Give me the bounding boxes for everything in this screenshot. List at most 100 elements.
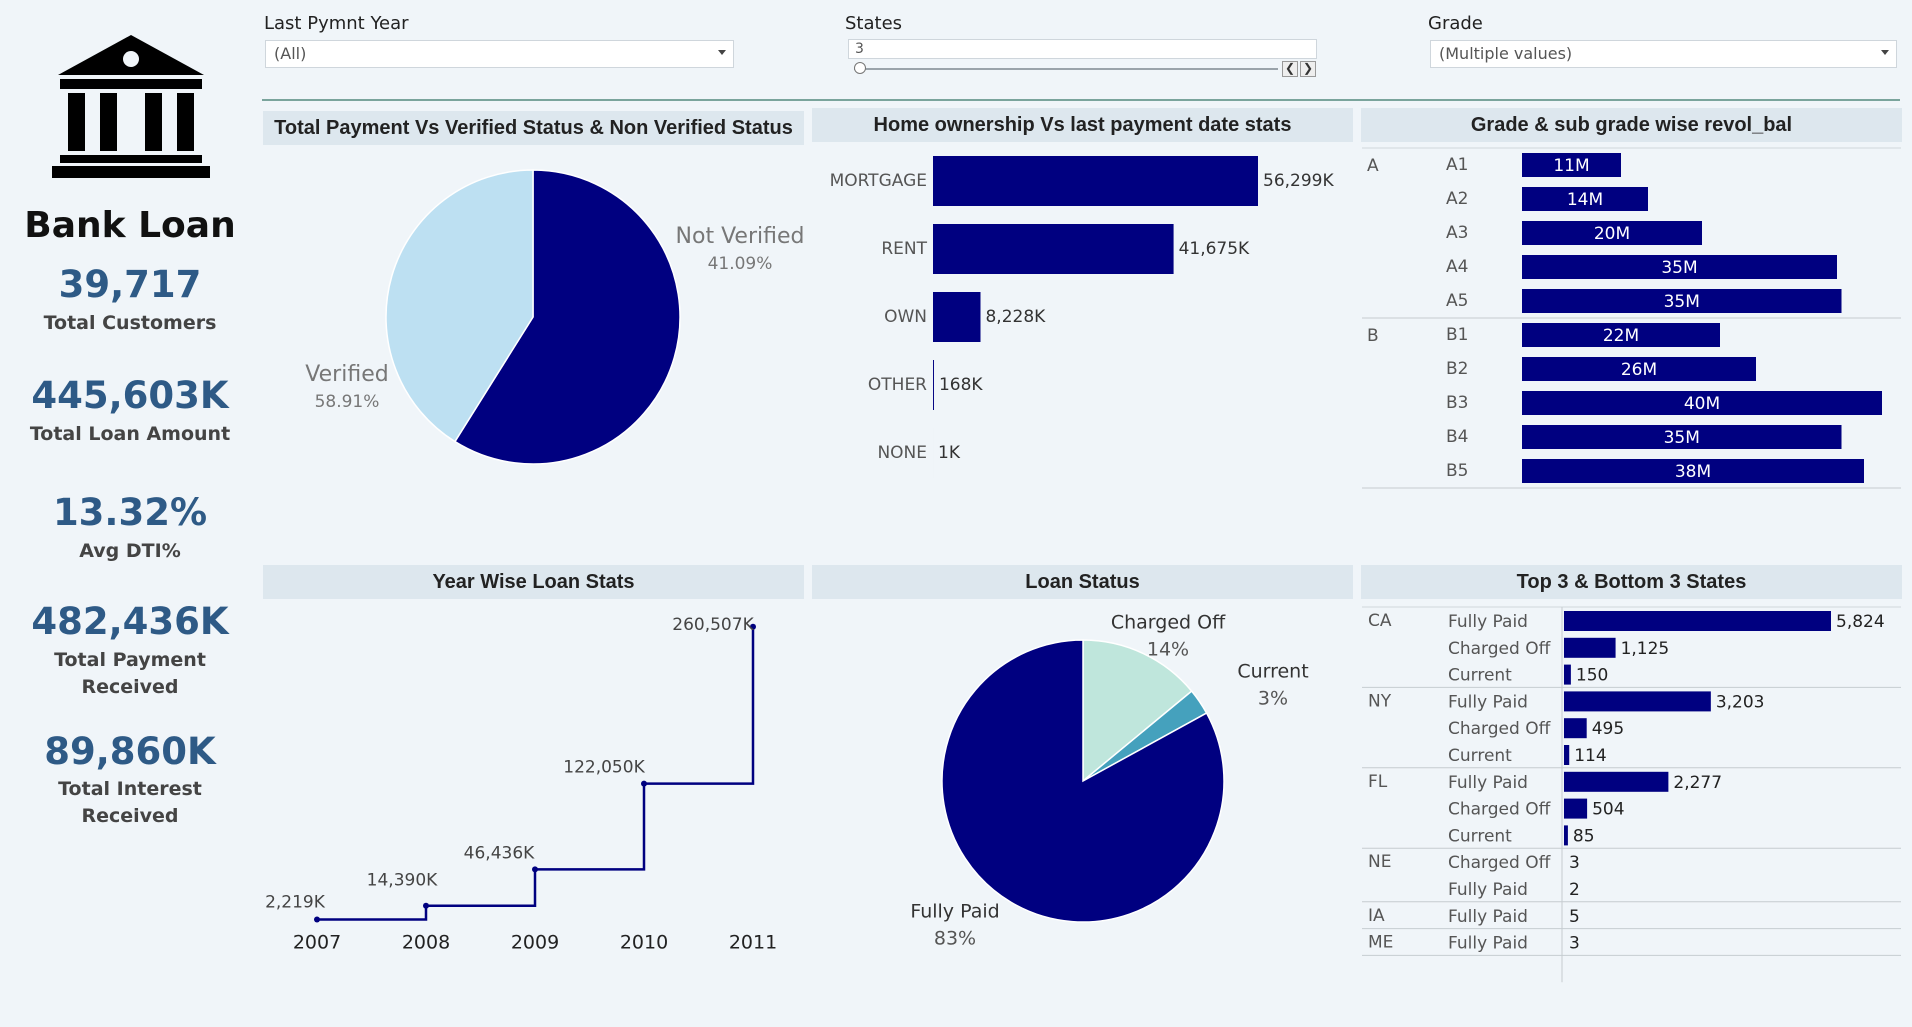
pie-slice-charged-off <box>1082 639 1193 783</box>
revol-bal-bar <box>1522 357 1756 381</box>
year-wise-point <box>314 916 320 923</box>
filter-grade-label: Grade <box>1428 13 1483 34</box>
revol-bal-bar <box>1522 289 1842 313</box>
states-chart-title: Top 3 & Bottom 3 States <box>1361 565 1902 599</box>
sub-grade-label: B2 <box>1446 359 1468 379</box>
revol-bal-value-label: 22M <box>1603 326 1639 346</box>
kpi-total-customers-label: Total Customers <box>43 312 217 334</box>
loan-status-label: Current <box>1448 826 1512 846</box>
state-label: NE <box>1368 852 1391 872</box>
state-status-value-label: 2 <box>1569 880 1580 900</box>
state-status-value-label: 5 <box>1569 907 1580 927</box>
bank-building-icon <box>52 35 210 178</box>
revol-bal-value-label: 35M <box>1664 292 1700 312</box>
revol-bal-bar <box>1522 255 1837 279</box>
year-wise-value-label: 260,507K <box>672 615 754 635</box>
year-wise-point <box>423 902 429 909</box>
kpi-total-customers-value: 39,717 <box>58 263 202 306</box>
grade-label: B <box>1367 326 1379 346</box>
filter-grade-dropdown[interactable]: (Multiple values) <box>1430 40 1897 68</box>
year-axis-tick-label: 2009 <box>511 932 559 954</box>
kpi-total-interest-value: 89,860K <box>44 730 216 773</box>
loan-status-label-fully-paid-value: 83% <box>934 928 976 950</box>
state-status-bar <box>1564 825 1568 846</box>
revol-bal-bar <box>1522 323 1720 347</box>
revol-bal-value-label: 20M <box>1594 224 1630 244</box>
state-status-value-label: 1,125 <box>1621 639 1670 659</box>
pie-slice-not-verified <box>385 169 534 443</box>
loan-status-label-fully-paid-name: Fully Paid <box>910 901 999 923</box>
state-status-value-label: 150 <box>1576 666 1608 686</box>
pie-label-not-verified-value: 41.09% <box>708 254 773 274</box>
chevron-left-icon[interactable]: ❮ <box>1282 61 1298 77</box>
sub-grade-label: A4 <box>1446 257 1468 277</box>
year-wise-value-label: 2,219K <box>265 892 326 912</box>
revol-bal-bar <box>1522 221 1702 245</box>
revol-bal-bar <box>1522 153 1621 177</box>
chevron-down-icon <box>1881 50 1889 55</box>
state-status-value-label: 3 <box>1569 853 1580 873</box>
loan-status-label: Fully Paid <box>1448 880 1528 900</box>
revol-bal-bar <box>1522 459 1864 483</box>
state-status-value-label: 3,203 <box>1716 692 1765 712</box>
loan-status-label: Fully Paid <box>1448 934 1528 954</box>
home-ownership-bar <box>933 156 1258 206</box>
state-status-bar <box>1564 611 1831 631</box>
state-status-value-label: 85 <box>1573 826 1595 846</box>
home-ownership-category-label: OWN <box>884 307 927 327</box>
loan-status-label: Current <box>1448 746 1512 766</box>
revol-bal-bar <box>1522 425 1842 449</box>
chevron-right-icon[interactable]: ❯ <box>1300 61 1316 77</box>
kpi-total-interest-label: Total Interest Received <box>58 778 202 827</box>
year-wise-point <box>532 866 538 873</box>
state-status-bar <box>1564 771 1669 792</box>
sub-grade-label: A1 <box>1446 155 1468 175</box>
filter-divider <box>262 99 1900 101</box>
revol-bal-value-label: 40M <box>1684 394 1720 414</box>
kpi-total-payment-label: Total Payment Received <box>54 649 206 698</box>
filter-year-value: (All) <box>274 44 307 63</box>
sub-grade-label: A3 <box>1446 223 1468 243</box>
home-ownership-category-label: OTHER <box>868 375 927 395</box>
state-label: ME <box>1368 933 1393 953</box>
state-status-value-label: 504 <box>1592 800 1624 820</box>
home-ownership-category-label: MORTGAGE <box>830 171 927 191</box>
home-ownership-bar <box>933 360 934 410</box>
year-wise-chart-title: Year Wise Loan Stats <box>263 565 804 599</box>
state-status-value-label: 2,277 <box>1673 773 1722 793</box>
year-axis-tick-label: 2010 <box>620 932 668 954</box>
state-status-value-label: 5,824 <box>1836 612 1885 632</box>
year-axis-tick-label: 2007 <box>293 932 341 954</box>
loan-status-label-charged-off-value: 14% <box>1147 639 1189 661</box>
filter-grade-value: (Multiple values) <box>1439 44 1573 63</box>
state-status-bar <box>1564 798 1588 819</box>
home-ownership-value-label: 1K <box>938 443 961 463</box>
loan-status-label-current-name: Current <box>1237 661 1308 683</box>
year-axis-tick-label: 2008 <box>402 932 450 954</box>
filter-states-input[interactable]: 3 <box>848 39 1317 59</box>
filter-states-slider-track[interactable] <box>854 68 1278 70</box>
home-ownership-value-label: 8,228K <box>985 307 1046 327</box>
loan-status-label: Fully Paid <box>1448 692 1528 712</box>
revol-bal-value-label: 35M <box>1661 258 1697 278</box>
state-label: IA <box>1368 906 1385 926</box>
home-ownership-bar <box>933 224 1174 274</box>
sub-grade-label: A5 <box>1446 291 1468 311</box>
loan-status-label: Current <box>1448 666 1512 686</box>
sub-grade-label: A2 <box>1446 189 1468 209</box>
kpi-sidebar: Bank Loan 39,717 Total Customers 445,603… <box>0 0 260 1027</box>
state-status-bar <box>1564 718 1587 739</box>
loan-status-label: Fully Paid <box>1448 773 1528 793</box>
year-wise-point <box>641 780 647 787</box>
state-status-bar <box>1564 664 1571 685</box>
state-status-bar <box>1564 745 1570 765</box>
home-ownership-value-label: 168K <box>939 375 983 395</box>
loan-status-label: Charged Off <box>1448 719 1552 739</box>
filter-year-dropdown[interactable]: (All) <box>265 40 734 68</box>
revol-bal-value-label: 26M <box>1621 360 1657 380</box>
sub-grade-label: B4 <box>1446 427 1468 447</box>
state-status-value-label: 495 <box>1592 719 1624 739</box>
filter-states-slider-handle[interactable] <box>854 62 866 74</box>
home-ownership-value-label: 56,299K <box>1263 171 1334 191</box>
